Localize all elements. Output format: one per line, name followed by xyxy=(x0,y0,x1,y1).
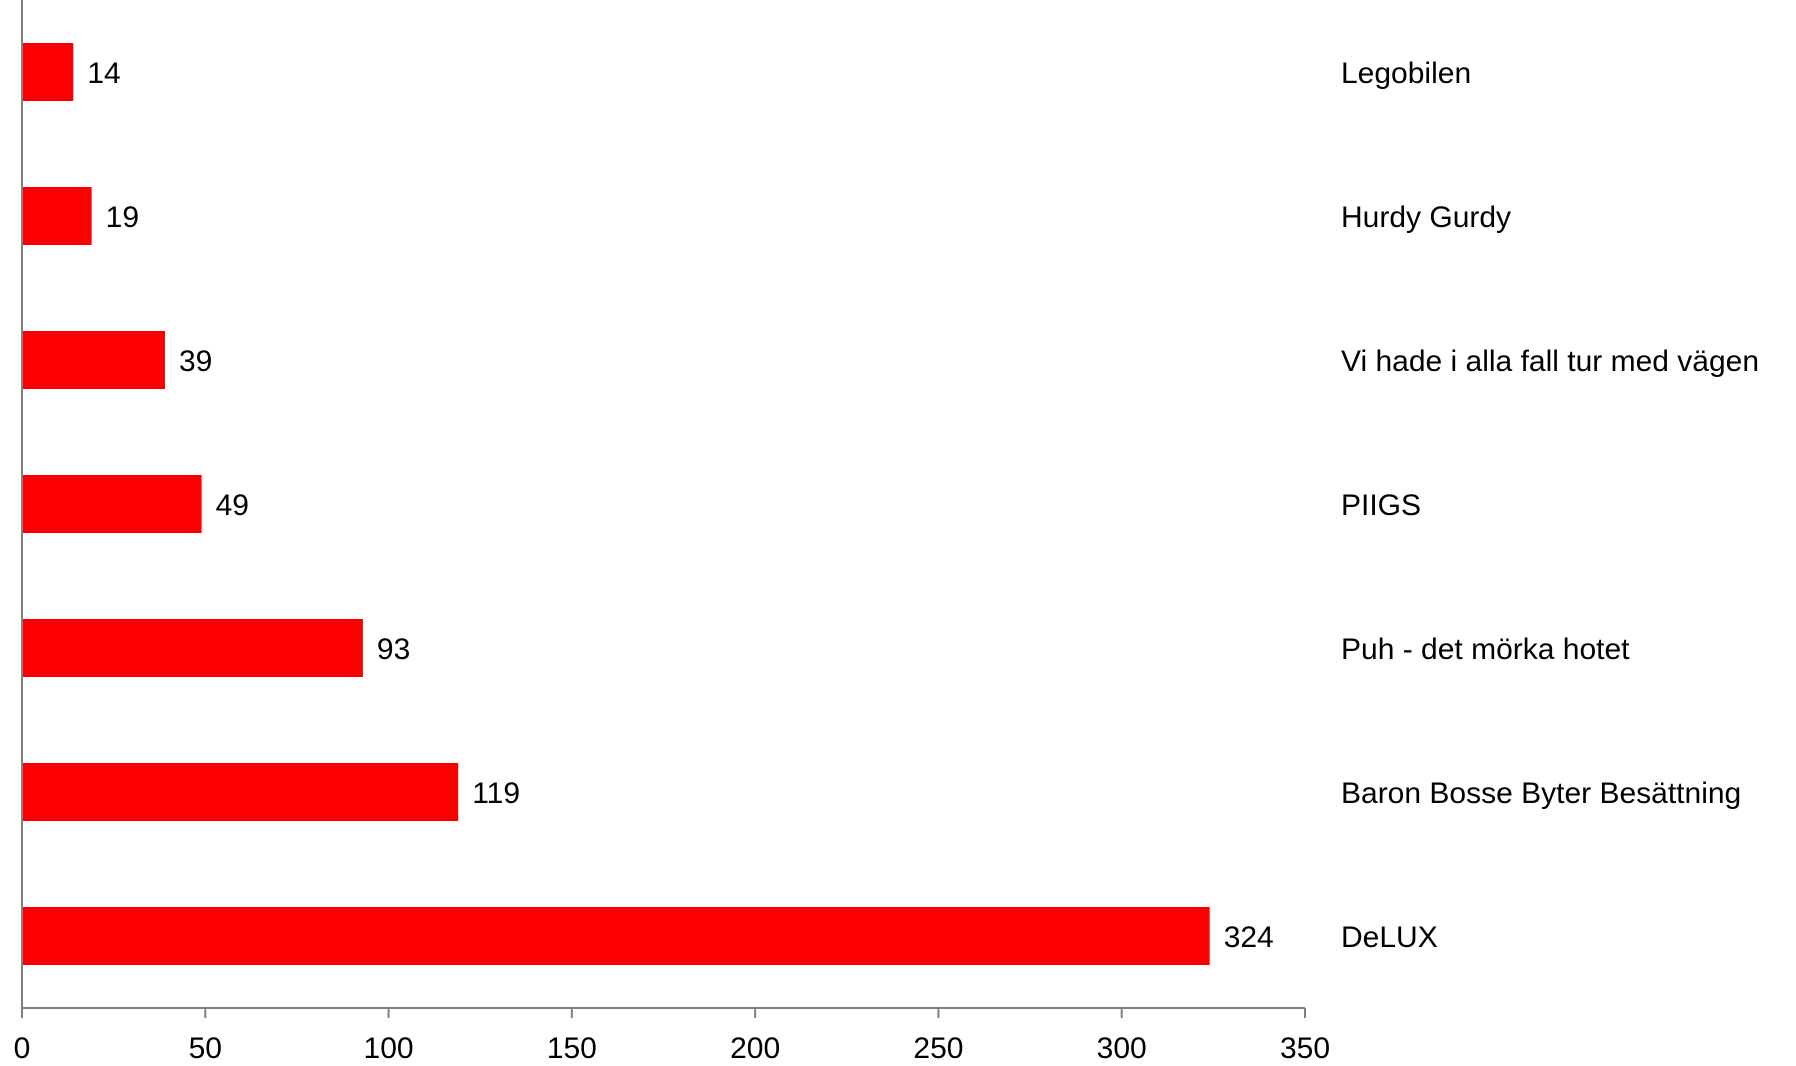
data-label: 19 xyxy=(106,201,139,234)
category-label: Hurdy Gurdy xyxy=(1341,201,1511,234)
category-labels-layer: Legobilen Hurdy Gurdy Vi hade i alla fall … xyxy=(1341,57,1759,954)
data-label: 324 xyxy=(1224,921,1274,954)
category-label: Baron Bosse Byter Besättning xyxy=(1341,777,1741,810)
x-tick-label: 200 xyxy=(730,1032,780,1065)
bar xyxy=(22,187,92,245)
data-label: 39 xyxy=(179,345,212,378)
category-label: Legobilen xyxy=(1341,57,1471,90)
x-tick-label: 50 xyxy=(189,1032,222,1065)
bar xyxy=(22,763,459,821)
data-labels-layer: 14 19 39 49 93 119 324 xyxy=(87,57,1273,954)
bar xyxy=(22,331,165,389)
category-label: DeLUX xyxy=(1341,921,1438,954)
axis-layer: 0 50 100 150 200 250 300 350 xyxy=(14,0,1330,1065)
category-label: Vi hade i alla fall tur med vägen xyxy=(1341,345,1759,378)
x-tick-label: 100 xyxy=(364,1032,414,1065)
x-tick-label: 0 xyxy=(14,1032,31,1065)
category-label: Puh - det mörka hotet xyxy=(1341,633,1630,666)
x-tick-label: 250 xyxy=(913,1032,963,1065)
bar xyxy=(22,907,1210,965)
x-tick-label: 300 xyxy=(1097,1032,1147,1065)
category-label: PIIGS xyxy=(1341,489,1421,522)
x-tick-label: 350 xyxy=(1280,1032,1330,1065)
bar xyxy=(22,619,363,677)
bars-layer xyxy=(22,43,1210,965)
data-label: 119 xyxy=(472,777,520,810)
bar xyxy=(22,43,74,101)
x-tick-label: 150 xyxy=(547,1032,597,1065)
bar xyxy=(22,475,202,533)
data-label: 49 xyxy=(216,489,249,522)
data-label: 14 xyxy=(87,57,120,90)
data-label: 93 xyxy=(377,633,410,666)
